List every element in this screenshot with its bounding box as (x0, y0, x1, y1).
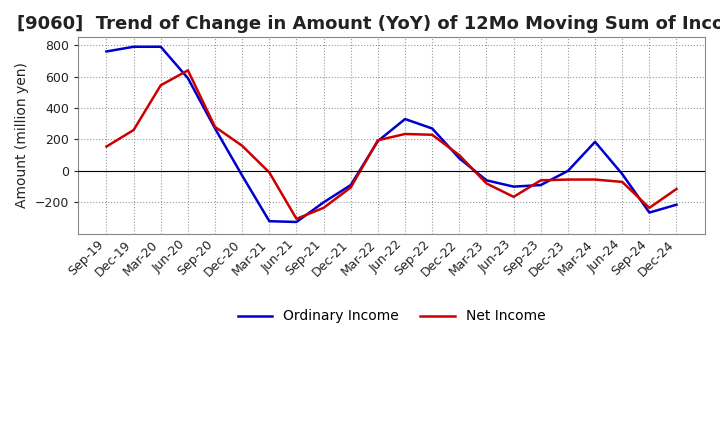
Ordinary Income (509, 184, 518, 189)
Net Income (211, 124, 220, 129)
Line: Ordinary Income: Ordinary Income (107, 47, 677, 222)
Net Income (102, 144, 111, 149)
Ordinary Income (319, 200, 328, 205)
Ordinary Income (645, 210, 654, 215)
Title: [9060]  Trend of Change in Amount (YoY) of 12Mo Moving Sum of Incomes: [9060] Trend of Change in Amount (YoY) o… (17, 15, 720, 33)
Net Income (319, 205, 328, 210)
Ordinary Income (102, 49, 111, 54)
Net Income (292, 216, 301, 221)
Ordinary Income (130, 44, 138, 49)
Line: Net Income: Net Income (107, 70, 677, 219)
Ordinary Income (238, 173, 246, 178)
Net Income (156, 83, 165, 88)
Net Income (536, 178, 545, 183)
Legend: Ordinary Income, Net Income: Ordinary Income, Net Income (232, 304, 551, 329)
Net Income (374, 138, 382, 143)
Ordinary Income (211, 126, 220, 131)
Net Income (645, 205, 654, 210)
Ordinary Income (401, 117, 410, 122)
Ordinary Income (292, 220, 301, 225)
Ordinary Income (374, 139, 382, 144)
Y-axis label: Amount (million yen): Amount (million yen) (15, 62, 29, 209)
Net Income (564, 177, 572, 182)
Net Income (401, 131, 410, 136)
Net Income (482, 181, 491, 186)
Ordinary Income (672, 202, 681, 207)
Ordinary Income (265, 219, 274, 224)
Net Income (590, 177, 599, 182)
Net Income (618, 179, 626, 184)
Net Income (509, 194, 518, 199)
Net Income (672, 187, 681, 192)
Ordinary Income (346, 183, 355, 188)
Net Income (184, 68, 192, 73)
Ordinary Income (428, 126, 436, 131)
Ordinary Income (564, 168, 572, 173)
Net Income (455, 153, 464, 158)
Ordinary Income (618, 172, 626, 177)
Net Income (428, 132, 436, 137)
Net Income (346, 185, 355, 190)
Net Income (130, 128, 138, 133)
Ordinary Income (455, 156, 464, 161)
Ordinary Income (156, 44, 165, 49)
Net Income (265, 170, 274, 175)
Ordinary Income (536, 183, 545, 188)
Ordinary Income (482, 178, 491, 183)
Net Income (238, 143, 246, 148)
Ordinary Income (184, 76, 192, 81)
Ordinary Income (590, 139, 599, 144)
